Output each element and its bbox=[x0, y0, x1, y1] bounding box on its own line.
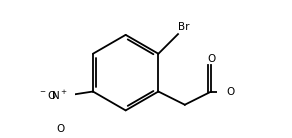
Text: O: O bbox=[227, 87, 235, 96]
Text: Br: Br bbox=[178, 22, 190, 32]
Text: N$^+$: N$^+$ bbox=[51, 89, 68, 102]
Text: O: O bbox=[207, 54, 215, 64]
Text: $^-$O: $^-$O bbox=[38, 89, 57, 101]
Text: O: O bbox=[56, 124, 64, 134]
